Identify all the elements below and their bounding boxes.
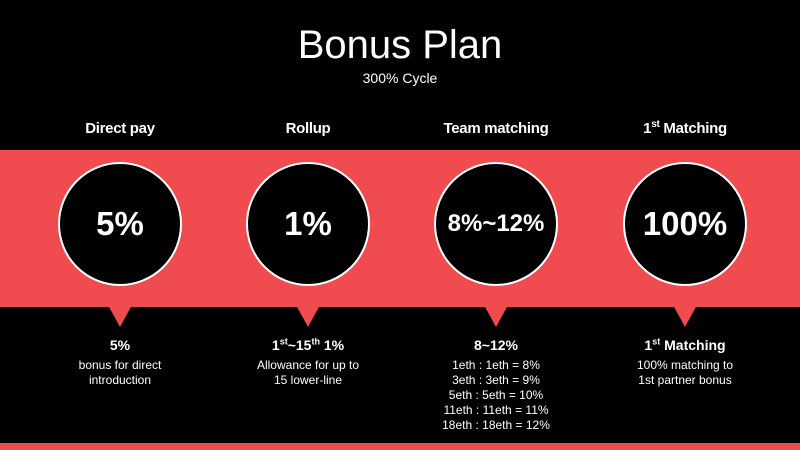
detail-line: 3eth : 3eth = 9% [452,373,540,387]
detail-heading: 1st~15th 1% [271,336,345,353]
detail-text: 100% matching to 1st partner bonus [585,358,785,388]
bonus-circle: 5% [58,162,182,286]
detail-line: 15 lower-line [273,373,343,387]
detail-line: Allowance for up to [256,358,360,372]
detail-line: 11eth : 11eth = 11% [443,403,549,417]
callout-pointer [673,305,697,327]
detail-line: introduction [88,373,152,387]
detail-text: Allowance for up to 15 lower-line [208,358,408,388]
callout-pointer [296,305,320,327]
detail-line: 1eth : 1eth = 8% [452,358,540,372]
callout-pointer [484,305,508,327]
detail-heading: 8~12% [474,337,518,353]
page-subtitle: 300% Cycle [362,70,438,86]
bonus-circle: 8%~12% [434,162,558,286]
column-title: Team matching [443,120,549,137]
detail-text: bonus for direct introduction [20,358,220,388]
bonus-column-direct-pay: Direct pay 5% 5% bonus for direct introd… [20,0,220,450]
detail-line: 1st partner bonus [638,373,732,387]
column-title: Direct pay [85,120,155,137]
bottom-accent-band [0,443,800,450]
detail-heading: 1st Matching [644,336,726,353]
detail-line: 100% matching to [636,358,734,372]
detail-line: bonus for direct [78,358,162,372]
detail-line: 5eth : 5eth = 10% [448,388,544,402]
column-title: 1st Matching [643,119,727,138]
page-title: Bonus Plan [297,23,503,67]
bonus-circle: 100% [623,162,747,286]
bonus-column-rollup: Rollup 1% 1st~15th 1% Allowance for up t… [208,0,408,450]
column-title: Rollup [285,120,331,137]
callout-pointer [108,305,132,327]
bonus-circle: 1% [246,162,370,286]
detail-line: 18eth : 18eth = 12% [442,418,550,432]
detail-text: 1eth : 1eth = 8% 3eth : 3eth = 9% 5eth :… [396,358,596,433]
detail-heading: 5% [109,337,131,353]
bonus-column-team-matching: Team matching 8%~12% 8~12% 1eth : 1eth =… [396,0,596,450]
bonus-column-first-matching: 1st Matching 100% 1st Matching 100% matc… [585,0,785,450]
